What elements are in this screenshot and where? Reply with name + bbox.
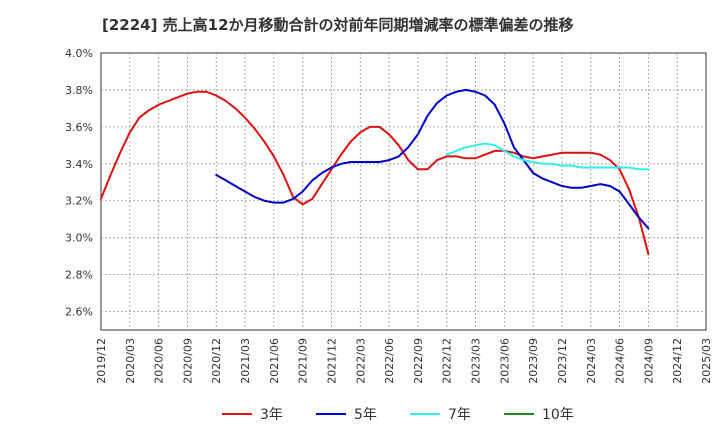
x-tick-label: 2020/03 (124, 338, 137, 384)
y-tick-label: 3.0% (65, 232, 93, 245)
x-tick-label: 2023/09 (527, 338, 540, 384)
legend-label: 3年 (260, 407, 283, 423)
x-tick-label: 2025/03 (700, 338, 713, 384)
grid (101, 53, 706, 330)
legend: 3年 5年 7年 10年 (222, 407, 574, 423)
x-tick-label: 2022/12 (441, 338, 454, 384)
y-axis-ticks: 2.6% 2.8% 3.0% 3.2% 3.4% 3.6% 3.8% 4.0% (65, 47, 93, 319)
series-line-2 (445, 142, 650, 171)
x-tick-label: 2020/09 (181, 338, 194, 384)
x-tick-label: 2023/12 (556, 338, 569, 384)
x-tick-label: 2021/12 (325, 338, 338, 384)
y-tick-label: 4.0% (65, 47, 93, 60)
x-tick-label: 2024/03 (585, 338, 598, 384)
legend-label: 7年 (448, 407, 471, 423)
x-tick-label: 2020/06 (153, 338, 166, 384)
y-tick-label: 2.8% (65, 269, 93, 282)
x-tick-label: 2022/06 (383, 338, 396, 384)
x-tick-label: 2023/03 (470, 338, 483, 384)
legend-label: 10年 (542, 407, 574, 423)
x-tick-label: 2021/09 (297, 338, 310, 384)
x-tick-label: 2019/12 (95, 338, 108, 384)
series-lines (100, 88, 650, 256)
plot-area (100, 52, 707, 331)
x-tick-label: 2024/12 (671, 338, 684, 384)
x-tick-label: 2024/06 (614, 338, 627, 384)
x-axis-ticks: 2019/12 2020/03 2020/06 2020/09 2020/12 2021/… (95, 338, 713, 384)
plot-frame (100, 52, 707, 331)
y-tick-label: 2.6% (65, 306, 93, 319)
x-tick-label: 2022/03 (354, 338, 367, 384)
series-line-1 (215, 88, 650, 230)
y-tick-label: 3.2% (65, 195, 93, 208)
x-tick-label: 2022/09 (412, 338, 425, 384)
x-tick-label: 2023/06 (498, 338, 511, 384)
x-tick-label: 2020/12 (210, 338, 223, 384)
chart-title: [2224] 売上高12か月移動合計の対前年同期増減率の標準偏差の推移 (102, 16, 574, 34)
legend-label: 5年 (354, 407, 377, 423)
y-tick-label: 3.8% (65, 84, 93, 97)
x-tick-label: 2021/06 (268, 338, 281, 384)
x-tick-label: 2021/03 (239, 338, 252, 384)
y-tick-label: 3.6% (65, 121, 93, 134)
x-tick-label: 2024/09 (642, 338, 655, 384)
y-tick-label: 3.4% (65, 158, 93, 171)
series-line-0 (100, 90, 650, 256)
